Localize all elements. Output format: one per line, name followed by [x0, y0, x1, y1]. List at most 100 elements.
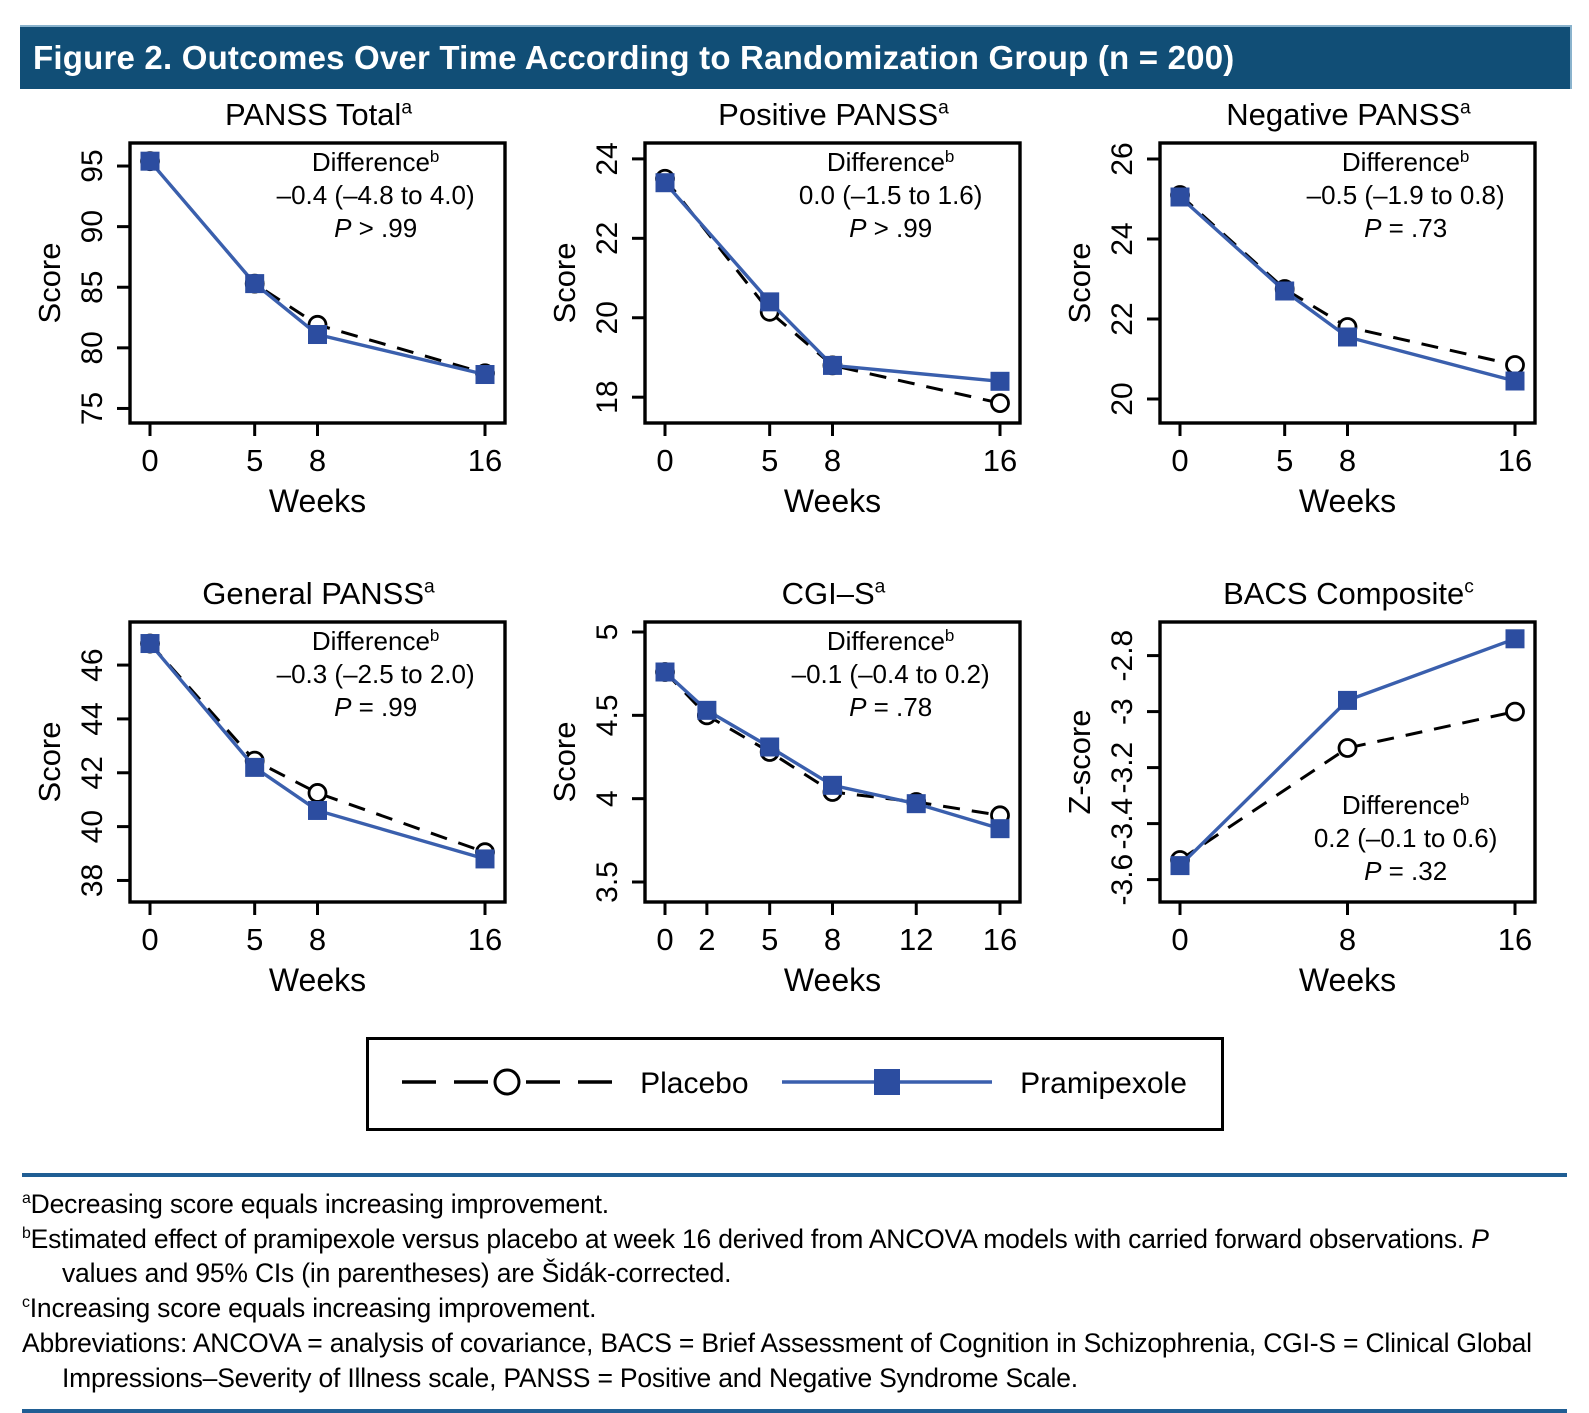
svg-text:0: 0 — [141, 443, 158, 478]
svg-text:40: 40 — [76, 810, 109, 843]
chart-title-superscript: a — [938, 97, 949, 119]
placebo-line-sample — [402, 1064, 613, 1105]
chart-general-panss: General PANSSa 38 40 42 44 46 Score 0 5 8 16 Weeks… — [22, 576, 537, 1007]
chart-title-superscript: a — [424, 576, 435, 598]
svg-text:85: 85 — [76, 271, 109, 304]
chart-canvas-bacs-composite: -3.6 -3.4 -3.2 -3 -2.8 Z-score 0 8 16 Weeks Differ… — [1060, 612, 1560, 1007]
svg-text:0: 0 — [1171, 443, 1188, 478]
svg-text:38: 38 — [76, 864, 109, 897]
chart-title: Positive PANSSa — [640, 97, 949, 133]
charts-grid: PANSS Totala 75 80 85 90 95 Score 0 5 8 16 Weeks Di… — [22, 97, 1567, 1007]
chart-plot-svg: 3.5 4 4.5 5 Score 0 2 5 8 12 16 Weeks Differenceb–0.… — [547, 620, 1022, 998]
svg-text:-3.6: -3.6 — [1106, 854, 1139, 906]
figure-bottom-rule — [22, 1409, 1567, 1413]
chart-canvas-positive-panss: 18 20 22 24 Score 0 5 8 16 Weeks Differenceb 0.0 (–… — [545, 133, 1045, 528]
chart-title-text: PANSS Total — [224, 97, 402, 132]
chart-plot-svg: -3.6 -3.4 -3.2 -3 -2.8 Z-score 0 8 16 Weeks Differ… — [1062, 620, 1537, 998]
chart-title-text: Negative PANSS — [1226, 97, 1461, 132]
chart-cgi-s: CGI–Sa 3.5 4 4.5 5 Score 0 2 5 8 12 16 Weeks Differe… — [537, 576, 1052, 1007]
svg-text:Score: Score — [547, 243, 582, 324]
svg-text:5: 5 — [761, 922, 778, 957]
svg-text:P > .99: P > .99 — [849, 213, 932, 243]
svg-text:0: 0 — [141, 922, 158, 957]
footnotes-section: aDecreasing score equals increasing impr… — [0, 1173, 1589, 1413]
svg-text:44: 44 — [76, 702, 109, 735]
svg-text:3.5: 3.5 — [591, 861, 624, 903]
chart-plot-svg: 75 80 85 90 95 Score 0 5 8 16 Weeks Differenceb–0.4… — [32, 141, 507, 519]
svg-text:Weeks: Weeks — [268, 962, 365, 998]
svg-text:8: 8 — [1338, 443, 1355, 478]
svg-text:4: 4 — [591, 790, 624, 807]
chart-panss-total: PANSS Totala 75 80 85 90 95 Score 0 5 8 16 Weeks Di… — [22, 97, 537, 528]
chart-title: BACS Compositec — [1145, 576, 1474, 612]
svg-text:5: 5 — [1276, 443, 1293, 478]
svg-text:22: 22 — [591, 222, 624, 255]
chart-positive-panss: Positive PANSSa 18 20 22 24 Score 0 5 8 16 Weeks D… — [537, 97, 1052, 528]
chart-title-superscript: a — [1460, 97, 1471, 119]
svg-text:Differenceb: Differenceb — [826, 147, 954, 177]
svg-text:16: 16 — [467, 922, 501, 957]
svg-text:5: 5 — [761, 443, 778, 478]
svg-text:Differenceb: Differenceb — [1341, 790, 1469, 820]
svg-text:5: 5 — [246, 922, 263, 957]
svg-text:Weeks: Weeks — [783, 483, 880, 519]
svg-text:18: 18 — [591, 380, 624, 413]
svg-text:5: 5 — [246, 443, 263, 478]
svg-text:-3.4: -3.4 — [1106, 798, 1139, 850]
placebo-sample-svg — [402, 1068, 613, 1095]
svg-text:20: 20 — [591, 301, 624, 334]
svg-text:8: 8 — [1338, 922, 1355, 957]
svg-text:Weeks: Weeks — [783, 962, 880, 998]
svg-text:5: 5 — [591, 624, 624, 641]
svg-text:46: 46 — [76, 648, 109, 681]
svg-text:Weeks: Weeks — [268, 483, 365, 519]
svg-text:–0.5 (–1.9 to 0.8): –0.5 (–1.9 to 0.8) — [1306, 180, 1504, 210]
chart-plot-svg: 38 40 42 44 46 Score 0 5 8 16 Weeks Differenceb–0.3… — [32, 620, 507, 998]
svg-text:Weeks: Weeks — [1298, 483, 1395, 519]
svg-text:0: 0 — [656, 922, 673, 957]
chart-title: Negative PANSSa — [1148, 97, 1470, 133]
svg-text:-3.2: -3.2 — [1106, 742, 1139, 794]
chart-title-text: Positive PANSS — [718, 97, 939, 132]
chart-plot-svg: 20 22 24 26 Score 0 5 8 16 Weeks Differenceb–0.5 (… — [1062, 141, 1537, 519]
footnote-a: aDecreasing score equals increasing impr… — [22, 1189, 609, 1219]
legend-item-pramipexole: Pramipexole — [782, 1064, 1187, 1105]
svg-text:16: 16 — [982, 922, 1016, 957]
svg-text:–0.4 (–4.8 to 4.0): –0.4 (–4.8 to 4.0) — [276, 180, 474, 210]
svg-text:Z-score: Z-score — [1062, 709, 1097, 814]
svg-text:–0.3 (–2.5 to 2.0): –0.3 (–2.5 to 2.0) — [276, 659, 474, 689]
svg-text:8: 8 — [823, 922, 840, 957]
chart-title-text: General PANSS — [202, 576, 424, 611]
svg-text:Differenceb: Differenceb — [311, 626, 439, 656]
svg-text:16: 16 — [467, 443, 501, 478]
chart-title-superscript: a — [401, 97, 412, 119]
svg-text:P = .99: P = .99 — [334, 692, 417, 722]
pramipexole-line-sample — [782, 1064, 993, 1105]
svg-text:24: 24 — [591, 142, 624, 175]
svg-text:8: 8 — [308, 443, 325, 478]
chart-canvas-general-panss: 38 40 42 44 46 Score 0 5 8 16 Weeks Differenceb –0.3… — [30, 612, 530, 1007]
svg-text:4.5: 4.5 — [591, 694, 624, 736]
svg-text:Score: Score — [547, 722, 582, 803]
svg-text:16: 16 — [1497, 443, 1531, 478]
chart-canvas-negative-panss: 20 22 24 26 Score 0 5 8 16 Weeks Differenceb –0.5 (… — [1060, 133, 1560, 528]
chart-negative-panss: Negative PANSSa 20 22 24 26 Score 0 5 8 16 Weeks D… — [1052, 97, 1567, 528]
svg-text:22: 22 — [1106, 302, 1139, 335]
svg-text:Differenceb: Differenceb — [826, 626, 954, 656]
svg-text:26: 26 — [1106, 142, 1139, 175]
svg-text:Differenceb: Differenceb — [311, 147, 439, 177]
chart-title-superscript: c — [1464, 576, 1474, 598]
chart-title: PANSS Totala — [147, 97, 412, 133]
chart-bacs-composite: BACS Compositec -3.6 -3.4 -3.2 -3 -2.8 Z-scor… — [1052, 576, 1567, 1007]
chart-title-superscript: a — [874, 576, 886, 598]
svg-text:0: 0 — [1171, 922, 1188, 957]
footnote-top-rule — [22, 1173, 1567, 1177]
svg-text:Score: Score — [32, 243, 67, 324]
svg-text:P = .73: P = .73 — [1364, 213, 1447, 243]
svg-text:90: 90 — [76, 210, 109, 243]
chart-title-text: BACS Composite — [1223, 576, 1465, 611]
footnote-abbreviations: Abbreviations: ANCOVA = analysis of cova… — [22, 1327, 1532, 1393]
svg-text:-3: -3 — [1106, 698, 1139, 725]
svg-text:20: 20 — [1106, 382, 1139, 415]
